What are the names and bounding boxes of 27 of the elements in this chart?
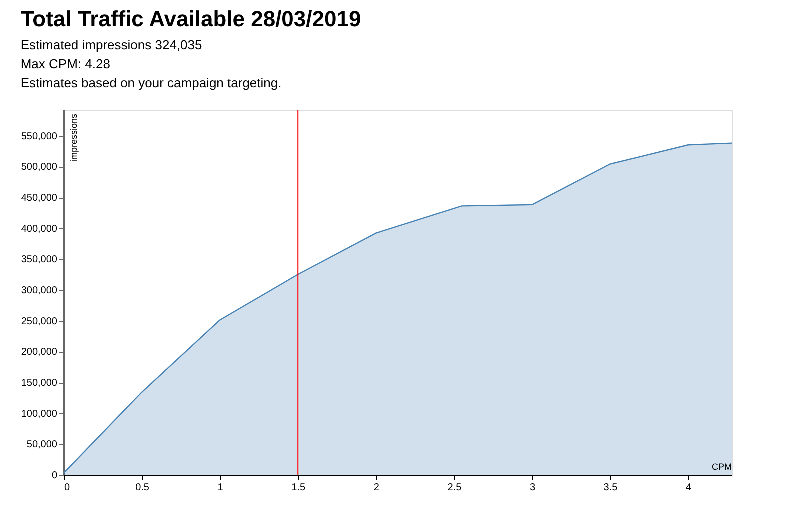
y-tick-label: 400,000 <box>21 224 58 235</box>
x-tick-label: 4 <box>686 482 692 494</box>
x-tick-label: 0.5 <box>136 482 150 494</box>
x-tick-label: 3 <box>530 482 536 494</box>
y-tick-label: 50,000 <box>26 440 58 451</box>
text: Estimates based on your campaign targeting. <box>20 76 282 90</box>
y-tick-label: 350,000 <box>21 254 58 266</box>
x-tick-label: 2.5 <box>448 482 462 494</box>
chart-title: Total Traffic Available 28/03/2019 <box>20 6 362 32</box>
y-tick-label: 0 <box>52 470 58 482</box>
y-tick-label: 300,000 <box>21 286 58 297</box>
x-tick-label: 1.5 <box>292 482 306 494</box>
y-tick-label: 500,000 <box>21 162 58 174</box>
y-tick-label: 200,000 <box>21 347 58 358</box>
y-tick-label: 450,000 <box>21 193 58 204</box>
y-axis-title: impressions <box>69 114 79 162</box>
x-tick-label: 0 <box>64 482 70 494</box>
x-tick-label: 1 <box>218 482 224 494</box>
y-tick-label: 550,000 <box>21 131 58 142</box>
y-tick-label: 150,000 <box>21 378 58 390</box>
y-tick-label: 250,000 <box>21 316 58 328</box>
text: Max CPM: 4.28 <box>20 56 110 72</box>
x-tick-label: 3.5 <box>604 482 618 494</box>
x-tick-label: 2 <box>374 482 380 494</box>
x-axis-title: CPM <box>712 462 732 472</box>
y-tick-label: 100,000 <box>21 408 58 420</box>
chart-subtitle: Estimated impressions 324,035 <box>20 38 202 52</box>
